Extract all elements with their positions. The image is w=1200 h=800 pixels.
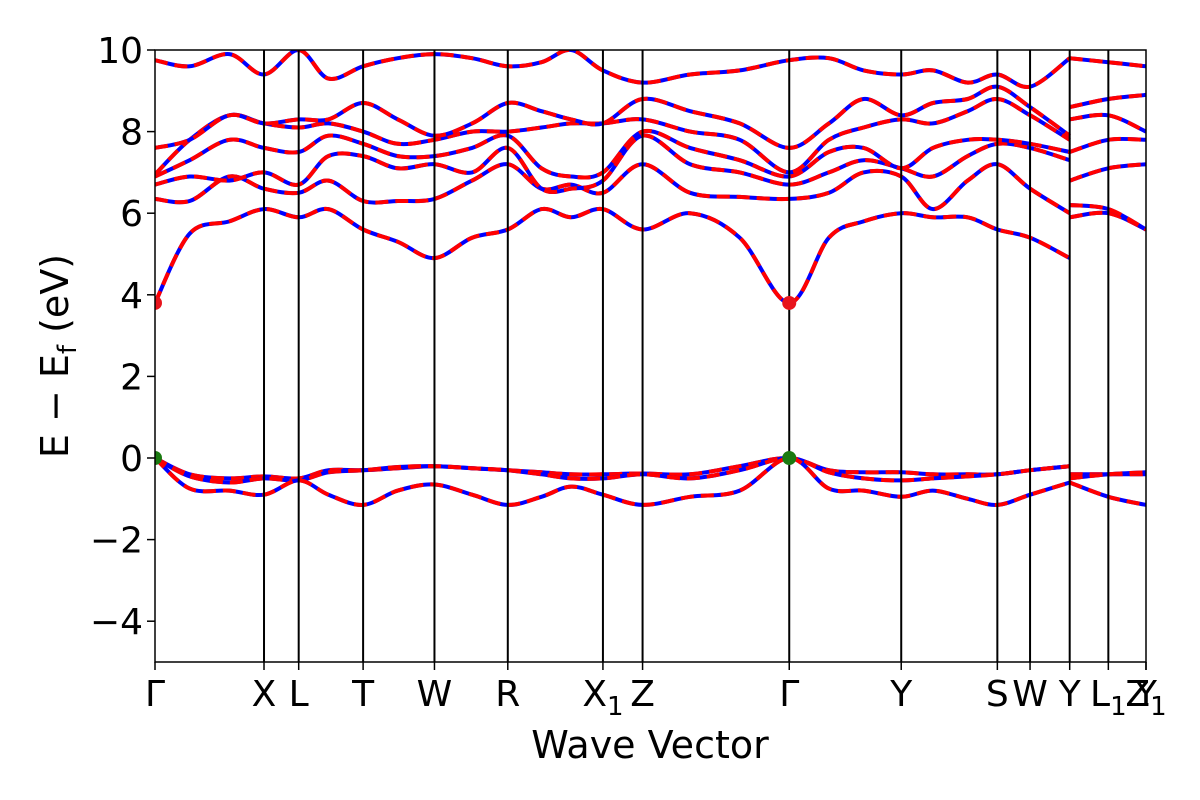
x-tick-label-13: Y [1058,674,1082,715]
x-tick-label-13-text: Y [1058,674,1082,715]
x-tick-label-12-text: W [1012,674,1048,715]
y-tick-label-2: −2 [90,521,143,562]
y-tick-label-7: 8 [120,113,143,154]
band-1-seg-1-dashed [155,206,1071,306]
band-3-seg-1-dashed [155,133,1071,195]
y-tick-label-1: −4 [90,602,143,643]
cbm-marker-2 [782,295,797,310]
band-6-seg-2-dashed [1069,92,1146,110]
x-tick-label-3-text: L [289,674,309,715]
x-tick-label-11-text: S [986,674,1009,715]
vbm-marker-3 [155,451,162,465]
y-tick-label-4: 2 [120,357,143,398]
x-tick-label-2-text: X [252,674,277,715]
y-tick-label-8: 10 [97,31,143,72]
x-tick-label-9: Γ [779,674,799,715]
band-9-seg-2-dashed [1069,470,1146,481]
x-axis-ticks: Γ X L T W R X1 Z Γ Y S W Y L1 YZ1 [145,662,1167,722]
kpoint-lines [263,50,1110,662]
x-tick-label-10-text: Y [889,674,913,715]
x-axis-title: Wave Vector [531,723,769,767]
x-tick-label-15-text: Y [1134,674,1158,715]
x-tick-label-16-text: Z [1125,674,1150,715]
y-axis-title-unit: (eV) [33,254,77,345]
x-tick-label-14-text: L [1090,674,1110,715]
extrema-markers [155,295,797,465]
x-tick-label-12: W [1012,674,1048,715]
x-tick-label-11: S [986,674,1009,715]
y-axis-title-sub: f [53,344,83,354]
x-tick-label-6-text: R [495,674,520,715]
x-tick-label-5-text: W [417,674,453,715]
vbm-marker-4 [782,451,797,465]
x-tick-label-3: L [289,674,309,715]
y-tick-label-3: 0 [120,439,143,480]
band-2-seg-2-dashed [1069,203,1146,232]
x-tick-label-16-sub: 1 [1150,692,1167,722]
y-tick-label-6: 6 [120,194,143,235]
x-tick-label-14-sub: 1 [1110,692,1127,722]
cbm-marker-1 [155,295,162,310]
plot-frame [154,49,1147,663]
x-tick-label-8-text: Z [630,674,655,715]
band-9-seg-1-dashed [155,455,1070,485]
x-tick-label-1: Γ [145,674,165,715]
band-7-seg-1-dashed [155,50,1071,89]
x-tick-label-16: Z1 [1125,674,1166,722]
x-tick-label-8: Z [630,674,655,715]
x-tick-label-5: W [417,674,453,715]
y-tick-label-5: 4 [120,276,143,317]
y-axis-ticks: −4 −2 0 2 4 6 8 10 [90,31,155,643]
x-tick-label-2: X [252,674,277,715]
band-1-seg-1-solid [155,206,1071,306]
band-2-seg-1-dashed [155,162,1071,215]
x-tick-label-1-text: Γ [145,674,165,715]
x-tick-label-4: T [351,674,375,715]
x-tick-label-9-text: Γ [779,674,799,715]
band-7-seg-2-dashed [1069,56,1146,69]
x-tick-label-14: L1 [1090,674,1127,722]
x-tick-label-4-text: T [351,674,375,715]
band-4-seg-1-dashed [155,128,1071,180]
band-5-seg-2-dashed [1069,112,1146,134]
y-axis-title-main: E − E [33,354,77,458]
x-tick-label-7-sub: 1 [607,692,624,722]
band-10-seg-1-dashed [155,455,1071,507]
band-6-seg-1-dashed [155,84,1071,150]
x-tick-label-6: R [495,674,520,715]
y-axis-title: E − Ef (eV) [33,254,83,458]
x-tick-label-7: X1 [582,674,623,722]
x-tick-label-15: Y [1134,674,1158,715]
x-tick-label-7-text: X [582,674,607,715]
x-tick-label-10: Y [889,674,913,715]
